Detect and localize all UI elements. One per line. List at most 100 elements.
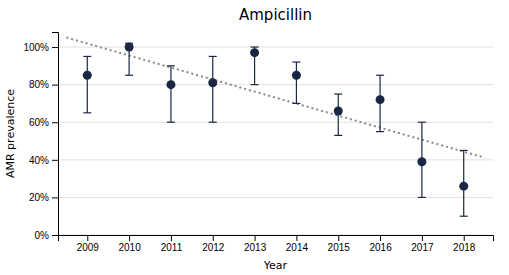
error-cap bbox=[167, 65, 175, 66]
point bbox=[459, 182, 468, 191]
tick: 2009 bbox=[77, 235, 100, 253]
error-cap bbox=[418, 122, 426, 123]
tick-mark bbox=[129, 235, 130, 241]
grid-line bbox=[58, 47, 493, 48]
tick-label: 60% bbox=[29, 117, 49, 128]
tick-mark bbox=[338, 235, 339, 241]
tick-mark bbox=[213, 235, 214, 241]
plot: 2009 2010 2011 2012 2013 2014 2015 2016 2017 2018… bbox=[23, 33, 493, 254]
error-cap bbox=[376, 131, 384, 132]
axis-line bbox=[59, 236, 494, 242]
tick-label: 80% bbox=[29, 79, 49, 90]
tick: 2017 bbox=[411, 235, 434, 253]
point bbox=[417, 157, 426, 166]
tick-mark bbox=[422, 235, 423, 241]
tick-mark bbox=[52, 235, 58, 236]
error-cap bbox=[418, 197, 426, 198]
point bbox=[208, 78, 217, 87]
tick: 40% bbox=[29, 155, 58, 166]
error-bar bbox=[292, 62, 300, 103]
point bbox=[83, 71, 92, 80]
tick-label: 2015 bbox=[328, 242, 351, 253]
error-stem bbox=[212, 56, 213, 122]
tick: 80% bbox=[29, 79, 58, 90]
point bbox=[125, 43, 134, 52]
tick: 2014 bbox=[286, 235, 309, 253]
chart: 2009 2010 2011 2012 2013 2014 2015 2016 2017 2018… bbox=[0, 0, 509, 275]
tick-mark bbox=[87, 235, 88, 241]
tick-label: 2018 bbox=[453, 242, 476, 253]
error-cap bbox=[251, 84, 259, 85]
tick: 2013 bbox=[244, 235, 267, 253]
error-cap bbox=[251, 46, 259, 47]
points bbox=[83, 43, 468, 191]
tick: 2018 bbox=[453, 235, 476, 253]
point bbox=[250, 48, 259, 57]
error-bar bbox=[125, 43, 133, 75]
tick-label: 2011 bbox=[161, 242, 183, 253]
tick-label: 2016 bbox=[369, 242, 392, 253]
tick-mark bbox=[52, 47, 58, 48]
tick-mark bbox=[464, 235, 465, 241]
tick-mark bbox=[52, 160, 58, 161]
point bbox=[334, 106, 343, 115]
error-cap bbox=[460, 216, 468, 217]
error-cap bbox=[167, 122, 175, 123]
error-cap bbox=[83, 56, 91, 57]
tick-label: 40% bbox=[29, 155, 49, 166]
error-stem bbox=[170, 66, 171, 122]
tick-label: 0% bbox=[35, 230, 50, 241]
grid-line bbox=[58, 159, 493, 160]
tick: 2016 bbox=[369, 235, 392, 253]
tick: 60% bbox=[29, 117, 58, 128]
error-stem bbox=[296, 62, 297, 103]
tick: 2010 bbox=[118, 235, 141, 253]
tick: 100% bbox=[23, 42, 58, 53]
tick: 20% bbox=[29, 192, 58, 203]
error-cap bbox=[334, 135, 342, 136]
error-bar bbox=[167, 66, 175, 122]
title: Ampicillin bbox=[239, 6, 312, 24]
error-cap bbox=[209, 56, 217, 57]
grid-line bbox=[58, 84, 493, 85]
tick: 2011 bbox=[161, 235, 183, 253]
grid-line bbox=[58, 122, 493, 123]
error-cap bbox=[460, 150, 468, 151]
tick-mark bbox=[52, 122, 58, 123]
error-cap bbox=[376, 75, 384, 76]
error-bars bbox=[83, 43, 467, 216]
error-cap bbox=[334, 93, 342, 94]
tick-label: 2013 bbox=[244, 242, 267, 253]
error-bar bbox=[83, 56, 91, 112]
error-bar bbox=[251, 47, 259, 85]
tick-label: 2017 bbox=[411, 242, 434, 253]
error-cap bbox=[209, 122, 217, 123]
point bbox=[292, 71, 301, 80]
error-cap bbox=[292, 103, 300, 104]
error-bar bbox=[418, 122, 426, 197]
tick-mark bbox=[52, 85, 58, 86]
error-stem bbox=[87, 56, 88, 112]
error-cap bbox=[83, 112, 91, 113]
tick-label: 2010 bbox=[118, 242, 141, 253]
error-bar bbox=[376, 75, 384, 131]
x-axis: 2009 2010 2011 2012 2013 2014 2015 2016 2017 2018 bbox=[59, 235, 494, 253]
marks bbox=[66, 38, 484, 217]
tick: 2015 bbox=[328, 235, 351, 253]
tick-mark bbox=[52, 197, 58, 198]
y-axis-title: AMR prevalence bbox=[4, 89, 17, 178]
error-cap bbox=[292, 61, 300, 62]
tick-label: 2009 bbox=[77, 242, 100, 253]
error-bar bbox=[209, 56, 217, 122]
tick-mark bbox=[380, 235, 381, 241]
tick-label: 100% bbox=[23, 42, 49, 53]
tick-label: 2014 bbox=[286, 242, 309, 253]
error-bar bbox=[334, 94, 342, 135]
x-axis-title: Year bbox=[263, 259, 288, 272]
point bbox=[376, 95, 385, 104]
y-axis: 0% 20% 40% 60% 80% 100% bbox=[23, 33, 58, 241]
tick: 2012 bbox=[202, 235, 225, 253]
tick-mark bbox=[255, 235, 256, 241]
tick: 0% bbox=[35, 230, 58, 241]
error-cap bbox=[125, 75, 133, 76]
